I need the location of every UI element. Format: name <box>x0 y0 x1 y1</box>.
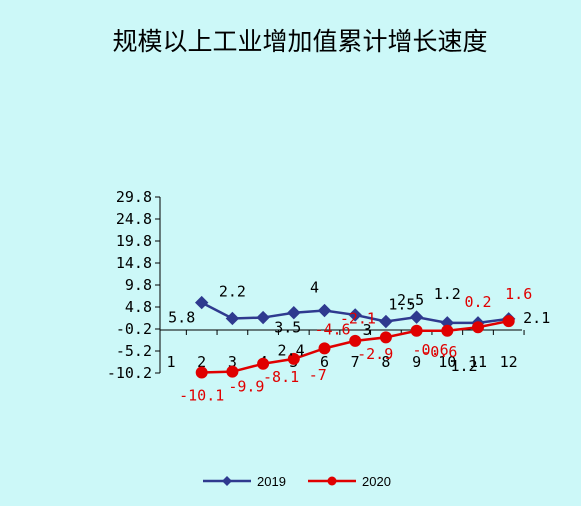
x-tick-label: 8 <box>381 353 390 371</box>
data-label-2019: 2.5 <box>397 291 424 309</box>
y-tick-label: -0.2 <box>116 320 152 338</box>
data-label-2020: -2.1 <box>340 309 376 327</box>
data-label-2019: 3 <box>363 321 372 339</box>
data-labels: 5.8 2.2 2.4 3.5 4 3 1.52.5 1.2 1.2 2.1 -10.1 -9.9-8… <box>168 279 550 405</box>
data-point-2020 <box>441 324 454 337</box>
data-label-2019: 1.5 <box>388 296 415 314</box>
data-label-2019: 1.2 <box>450 357 477 375</box>
y-tick-label: -10.2 <box>107 364 152 382</box>
y-axis-ticks: 29.8 24.8 19.8 14.8 9.8 4.8 -0.2 -5.2 -10.2 <box>107 188 160 382</box>
legend-marker-2019 <box>222 476 232 486</box>
legend: 2019 2020 <box>203 474 391 489</box>
data-label-2020: 1.6 <box>505 285 532 303</box>
data-point-2020 <box>318 342 331 355</box>
data-point-2019 <box>256 310 270 325</box>
y-tick-label: 29.8 <box>116 188 152 206</box>
data-point-2019 <box>379 314 393 329</box>
data-point-2020 <box>257 357 270 370</box>
data-label-2019: 2.1 <box>523 309 550 327</box>
data-point-2020 <box>472 321 484 334</box>
legend-label-2019: 2019 <box>257 474 286 489</box>
data-point-2020 <box>195 366 208 379</box>
data-point-2019 <box>194 295 209 310</box>
y-tick-label: 9.8 <box>125 276 152 294</box>
data-label-2020: -0.6 <box>421 343 457 361</box>
x-tick-label: 9 <box>412 353 421 371</box>
data-point-2020 <box>287 352 300 365</box>
x-tick-label: 2 <box>197 353 206 371</box>
x-tick-label: 10 <box>438 353 456 371</box>
y-tick-label: 4.8 <box>125 298 152 316</box>
x-tick-label: 1 <box>166 353 175 371</box>
data-label-2020: -8.1 <box>263 368 299 386</box>
data-label-2020: -4.6 <box>314 320 350 338</box>
data-label-2019: 1.2 <box>434 285 461 303</box>
data-label-2020: -2.9 <box>357 345 393 363</box>
legend-label-2020: 2020 <box>362 474 391 489</box>
x-tick-label: 11 <box>469 353 487 371</box>
y-tick-label: 14.8 <box>116 254 152 272</box>
x-tick-label: 3 <box>228 353 237 371</box>
data-point-2019 <box>317 303 332 318</box>
legend-marker-2020 <box>327 476 337 486</box>
data-label-2020: -7 <box>309 366 327 384</box>
y-tick-label: 19.8 <box>116 232 152 250</box>
data-point-2019 <box>225 311 240 326</box>
chart-title: 规模以上工业增加值累计增长速度 <box>112 27 487 56</box>
data-point-2020 <box>410 324 423 337</box>
data-label-2019: 4 <box>310 279 319 297</box>
data-label-2020: -0.6 <box>413 341 449 359</box>
data-label-2019: 3.5 <box>274 319 301 337</box>
data-point-2020 <box>502 315 515 328</box>
data-label-2020: -10.1 <box>179 387 224 405</box>
data-label-2020: 0.2 <box>464 293 491 311</box>
data-label-2020: -9.9 <box>228 378 264 396</box>
data-label-2019: 2.4 <box>278 342 305 360</box>
data-point-2020 <box>379 331 392 344</box>
data-label-2019: 2.2 <box>219 282 246 300</box>
data-point-2019 <box>409 310 424 324</box>
data-point-2019 <box>287 306 301 320</box>
x-tick-label: 7 <box>351 353 360 371</box>
data-label-2019: 5.8 <box>168 309 195 327</box>
x-tick-label: 12 <box>500 353 518 371</box>
x-tick-label: 6 <box>320 353 329 371</box>
data-point-2019 <box>348 308 362 322</box>
data-point-2020 <box>226 365 239 378</box>
y-tick-label: -5.2 <box>116 342 152 360</box>
data-point-2020 <box>349 334 362 347</box>
series-layer <box>194 295 516 379</box>
y-tick-label: 24.8 <box>116 210 152 228</box>
